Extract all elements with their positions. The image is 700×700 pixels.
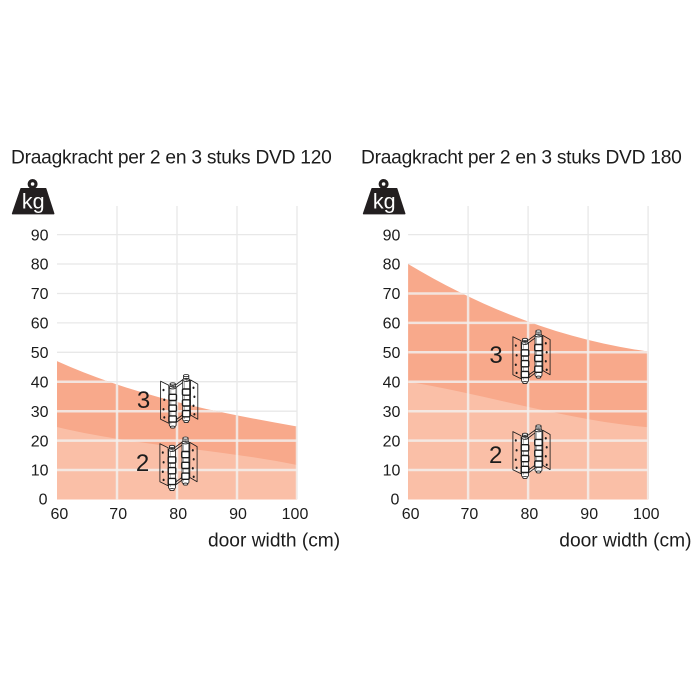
svg-text:80: 80 xyxy=(521,506,539,523)
svg-text:60: 60 xyxy=(51,506,69,523)
svg-text:door width (cm): door width (cm) xyxy=(559,530,691,551)
svg-text:100: 100 xyxy=(633,506,660,523)
svg-text:Draagkracht per 2 en 3 stuks D: Draagkracht per 2 en 3 stuks DVD 120 xyxy=(11,147,332,168)
svg-text:30: 30 xyxy=(31,404,49,421)
svg-text:90: 90 xyxy=(229,506,247,523)
svg-text:0: 0 xyxy=(39,491,48,508)
svg-text:2: 2 xyxy=(489,442,502,469)
svg-text:10: 10 xyxy=(31,463,49,480)
svg-text:90: 90 xyxy=(580,506,598,523)
svg-text:20: 20 xyxy=(31,433,49,450)
svg-text:40: 40 xyxy=(31,374,49,391)
svg-text:30: 30 xyxy=(383,404,401,421)
svg-text:40: 40 xyxy=(383,374,401,391)
svg-text:0: 0 xyxy=(390,491,399,508)
svg-text:Draagkracht per 2 en 3 stuks D: Draagkracht per 2 en 3 stuks DVD 180 xyxy=(361,147,682,168)
svg-text:3: 3 xyxy=(489,342,502,369)
svg-text:80: 80 xyxy=(31,257,49,274)
svg-text:50: 50 xyxy=(31,345,49,362)
svg-text:70: 70 xyxy=(31,286,49,303)
svg-text:70: 70 xyxy=(461,506,479,523)
svg-text:3: 3 xyxy=(137,387,150,414)
svg-text:2: 2 xyxy=(136,450,149,477)
svg-text:20: 20 xyxy=(383,433,401,450)
svg-text:90: 90 xyxy=(383,227,401,244)
svg-text:50: 50 xyxy=(383,345,401,362)
svg-text:10: 10 xyxy=(383,463,401,480)
svg-text:80: 80 xyxy=(383,257,401,274)
svg-text:door width (cm): door width (cm) xyxy=(208,530,340,551)
svg-text:100: 100 xyxy=(282,506,309,523)
svg-text:70: 70 xyxy=(109,506,127,523)
svg-text:80: 80 xyxy=(169,506,187,523)
svg-text:60: 60 xyxy=(402,506,420,523)
svg-text:90: 90 xyxy=(31,227,49,244)
svg-text:60: 60 xyxy=(31,316,49,333)
svg-text:70: 70 xyxy=(383,286,401,303)
svg-text:60: 60 xyxy=(383,316,401,333)
